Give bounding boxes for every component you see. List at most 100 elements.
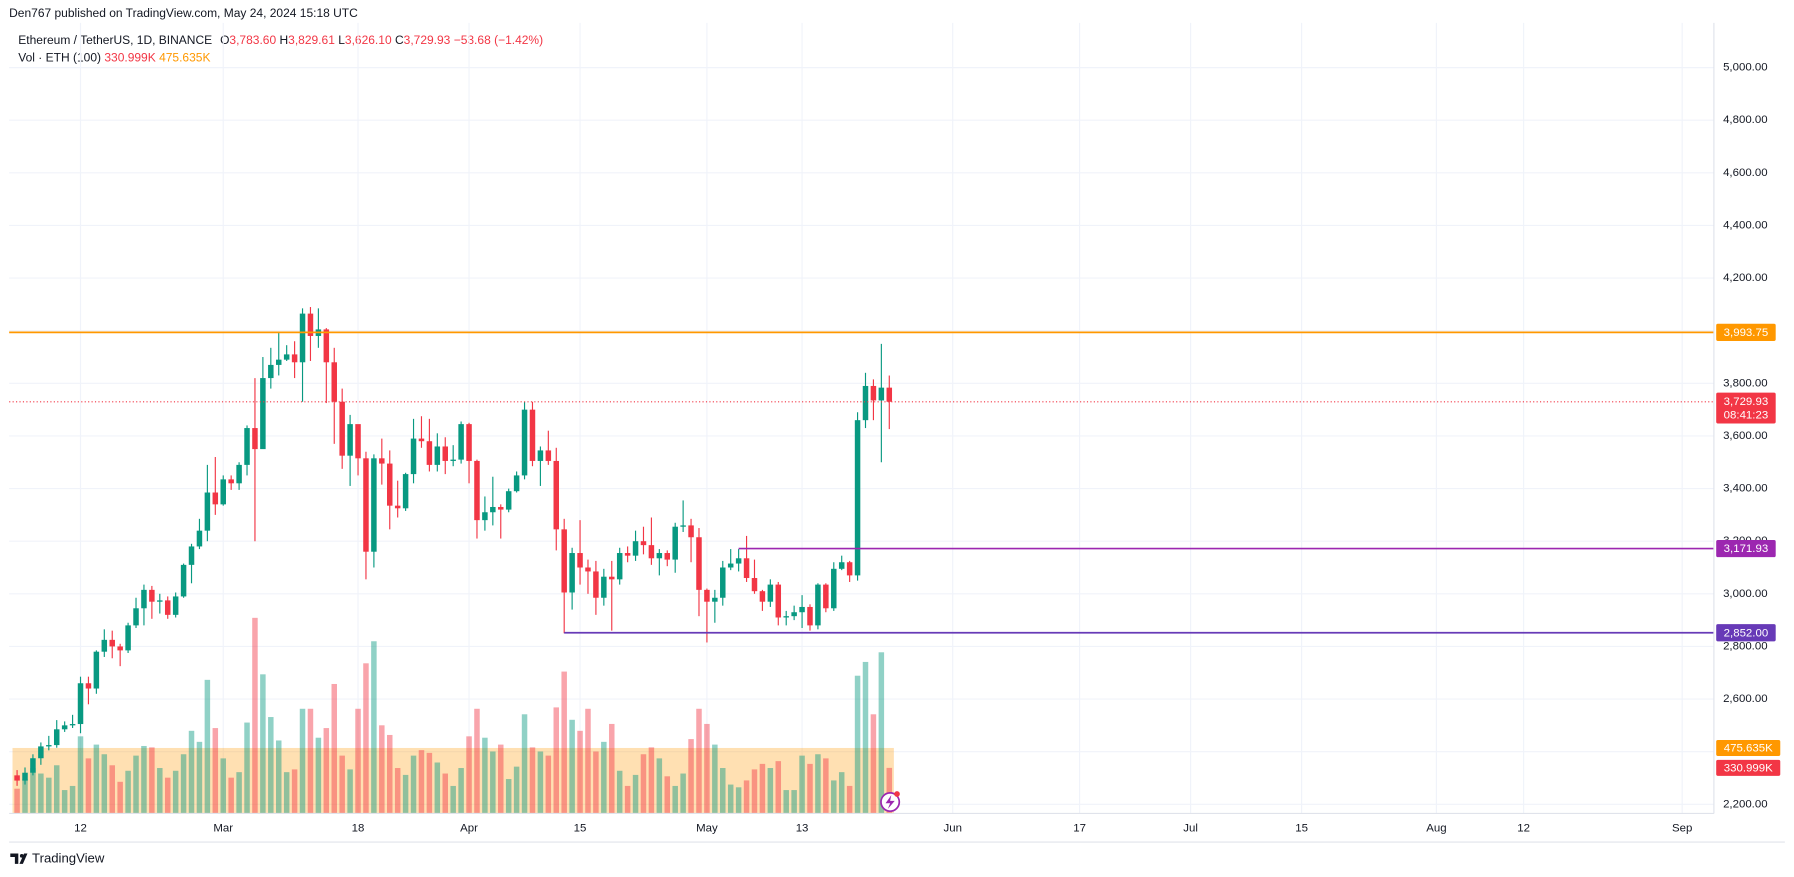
candle-body xyxy=(521,409,528,476)
volume-bar xyxy=(53,765,60,814)
y-tick-label: 4,400.00 xyxy=(1723,219,1768,231)
candle-body xyxy=(30,758,36,773)
volume-bar xyxy=(569,719,575,814)
candle-body xyxy=(101,639,108,652)
candle-body xyxy=(379,458,385,464)
candle-body xyxy=(307,313,314,336)
volume-bar xyxy=(815,754,821,814)
y-tick-label: 3,800.00 xyxy=(1723,377,1768,389)
volume-bar xyxy=(854,675,861,814)
candle-body xyxy=(886,387,893,402)
candle-body xyxy=(545,450,552,461)
volume-bar xyxy=(260,674,266,814)
legend-o-label: O xyxy=(220,33,229,47)
y-tick-label: 4,600.00 xyxy=(1723,167,1768,179)
volume-bar xyxy=(585,708,591,814)
candle-body xyxy=(157,600,163,602)
y-tick-label: 4,800.00 xyxy=(1723,114,1768,126)
volume-bar xyxy=(188,730,195,814)
volume-bar xyxy=(696,708,702,814)
candle-body xyxy=(236,464,242,484)
level-label-box xyxy=(1716,539,1776,558)
candle-body xyxy=(196,530,203,547)
volume-bar xyxy=(331,683,337,814)
volume-bar xyxy=(624,785,631,814)
volume-bar xyxy=(870,714,877,814)
volume-bar xyxy=(672,785,678,814)
candle-body xyxy=(363,458,369,552)
x-tick-label: 15 xyxy=(574,822,587,834)
volume-bar xyxy=(458,768,464,814)
candle-body xyxy=(268,364,274,379)
candle-body xyxy=(529,409,536,461)
volume-bar xyxy=(807,763,813,814)
volume-bar xyxy=(609,723,615,814)
volume-bar xyxy=(268,717,274,814)
candle-body xyxy=(815,584,821,626)
candle-body xyxy=(609,576,615,580)
volume-bar xyxy=(141,745,147,814)
y-tick-label: 3,400.00 xyxy=(1723,483,1768,495)
volume-bar xyxy=(307,708,314,814)
candle-body xyxy=(188,546,195,565)
level-label: 3,171.93 xyxy=(1724,543,1769,555)
x-tick-label: Mar xyxy=(213,822,233,834)
candle-body xyxy=(387,463,393,506)
volume-bar xyxy=(101,754,108,814)
candle-body xyxy=(323,329,330,363)
candle-body xyxy=(14,775,20,781)
volume-bar xyxy=(22,779,28,814)
volume-bar xyxy=(878,652,885,814)
volume-bar xyxy=(157,768,163,814)
candle-body xyxy=(291,354,298,363)
volume-bar xyxy=(172,770,179,814)
candle-body xyxy=(846,562,853,576)
volume-bar xyxy=(846,785,853,814)
volume-ma-area xyxy=(12,747,894,814)
candle-body xyxy=(474,460,480,521)
candle-body xyxy=(244,428,250,465)
candle-body xyxy=(117,646,123,651)
candle-body xyxy=(862,385,869,421)
candle-body xyxy=(720,567,726,598)
candle-body xyxy=(482,512,488,521)
volume-bar xyxy=(783,790,789,814)
brand: TradingView xyxy=(32,851,105,866)
ohlc-legend: Ethereum / TetherUS, 1D, BINANCE O3,783.… xyxy=(18,33,543,47)
candle-body xyxy=(339,401,345,456)
candle-body xyxy=(775,584,782,618)
candle-body xyxy=(331,362,337,402)
volume-last-box xyxy=(1716,759,1781,776)
candle-body xyxy=(878,387,885,401)
volume-bar xyxy=(498,744,504,814)
volume-bar xyxy=(680,773,686,814)
candle-body xyxy=(394,505,401,509)
legend-h-label: H xyxy=(279,33,288,47)
volume-bar xyxy=(426,752,433,814)
volume-bar xyxy=(601,741,607,814)
volume-bar xyxy=(886,767,893,814)
volume-bar xyxy=(275,740,282,814)
candle-body xyxy=(46,745,52,747)
candle-body xyxy=(220,479,226,505)
volume-bar xyxy=(434,762,441,814)
candle-body xyxy=(680,525,686,527)
volume-bar xyxy=(363,663,369,814)
candle-body xyxy=(299,313,306,363)
candle-body xyxy=(791,612,797,617)
candle-body xyxy=(283,354,290,360)
candle-body xyxy=(561,529,567,593)
volume-bar xyxy=(577,730,583,814)
candle-body xyxy=(418,438,425,442)
volume-bar xyxy=(379,725,385,814)
volume-bar xyxy=(117,781,123,814)
volume-bar xyxy=(632,774,639,814)
x-tick-label: 15 xyxy=(1295,822,1308,834)
candle-body xyxy=(149,589,155,602)
candle-body xyxy=(466,424,472,461)
volume-bar xyxy=(355,708,361,814)
volume-bar xyxy=(46,777,52,814)
volume-title: Vol · ETH (100) xyxy=(18,51,101,65)
candle-body xyxy=(601,576,607,598)
y-tick-label: 4,200.00 xyxy=(1723,272,1768,284)
